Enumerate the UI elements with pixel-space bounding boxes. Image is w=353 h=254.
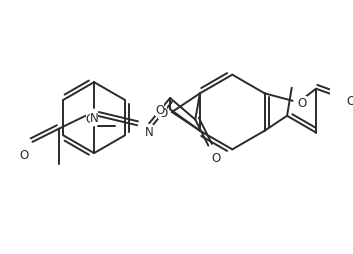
Text: O: O [211,152,220,165]
Text: N: N [144,126,153,138]
Text: O: O [155,103,164,116]
Text: N: N [90,112,98,125]
Text: O: O [86,113,95,126]
Text: O: O [19,148,29,161]
Text: O: O [347,95,353,108]
Text: O: O [158,106,167,119]
Text: O: O [297,97,307,110]
